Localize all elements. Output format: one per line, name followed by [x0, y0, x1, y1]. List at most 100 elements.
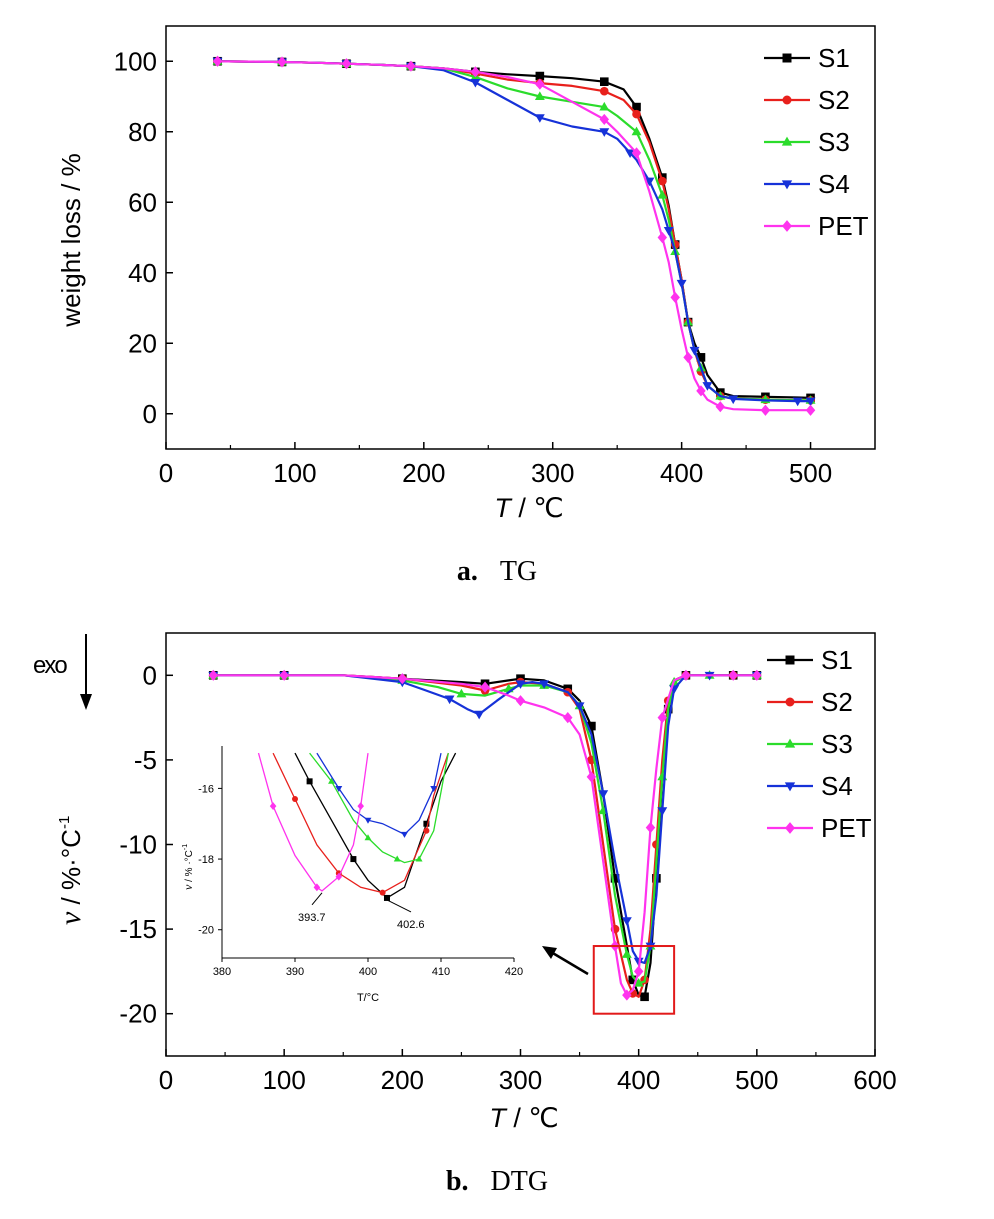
inset-series-group	[257, 752, 457, 901]
tg-point-s4	[805, 397, 816, 407]
tg-series-s3	[212, 56, 816, 404]
dtg-x-tick-label: 100	[262, 1065, 305, 1095]
inset-point-pet	[357, 802, 364, 810]
tg-point-s1	[696, 353, 706, 362]
inset-annotations: 393.7 402.6	[298, 892, 425, 931]
dtg-point-pet	[633, 965, 644, 977]
tg-point-s4	[470, 78, 481, 88]
tg-series-pet	[212, 55, 816, 416]
inset-y-tick-label: -20	[198, 925, 214, 937]
dtg-point-s4	[444, 695, 455, 705]
tg-legend-marker	[782, 95, 792, 105]
dtg-x-tick-label: 500	[735, 1065, 778, 1095]
inset-point-s1	[423, 820, 430, 827]
tg-x-tick-label: 0	[159, 458, 173, 488]
tg-point-s4	[728, 395, 739, 405]
inset-point-s4	[335, 786, 343, 792]
tg-x-tick-label: 300	[531, 458, 574, 488]
tg-point-s4	[702, 382, 713, 391]
tg-series-s4	[212, 57, 816, 407]
dtg-point-pet	[397, 673, 408, 685]
tg-point-pet	[470, 66, 481, 78]
dtg-point-s3	[456, 688, 467, 698]
tg-point-pet	[657, 231, 668, 244]
dtg-legend: S1 S2 S3 S4 PET	[767, 645, 872, 843]
inset-point-pet	[335, 872, 343, 881]
inset-annotation-label: 393.7	[298, 912, 326, 924]
dtg-point-pet	[681, 669, 691, 681]
inset-pointer-arrow	[542, 946, 589, 976]
tg-point-pet	[760, 404, 771, 416]
inset-line-pet	[257, 752, 369, 892]
tg-y-tick-label: 60	[128, 187, 157, 217]
dtg-legend-label: PET	[821, 813, 872, 843]
dtg-point-s1	[628, 975, 638, 985]
tg-plot-frame	[165, 25, 876, 450]
inset-y-tick-label: -16	[198, 783, 214, 795]
tg-y-axis-label: weight loss / %	[56, 153, 86, 327]
dtg-y-tick-label: -10	[119, 830, 157, 860]
dtg-legend-label: S2	[821, 687, 853, 717]
tg-line-s2	[217, 60, 811, 402]
inset-annotation-arrow	[311, 892, 323, 906]
dtg-highlight-box	[592, 945, 676, 1015]
dtg-legend-marker	[785, 822, 795, 834]
inset-point-s4	[364, 817, 372, 824]
dtg-point-pet	[645, 821, 656, 834]
inset-series-s3	[309, 752, 449, 864]
tg-legend-item-s1: S1	[764, 43, 850, 73]
tg-point-s4	[676, 279, 687, 289]
tg-point-pet	[805, 404, 816, 416]
dtg-legend-label: S4	[821, 771, 853, 801]
tg-point-pet	[670, 291, 680, 304]
tg-point-pet	[696, 385, 706, 397]
inset-annotation-label: 402.6	[397, 919, 425, 931]
dtg-line-s4	[213, 674, 757, 964]
inset-annotation-0: 393.7	[298, 892, 326, 924]
tg-legend-marker	[782, 220, 792, 232]
tg-legend-marker	[781, 136, 793, 146]
dtg-x-tick-label: 600	[853, 1065, 896, 1095]
tg-series-s1	[213, 56, 815, 403]
dtg-legend-item-s4: S4	[767, 771, 853, 801]
tg-chart: 0 100 200 300 400 500 0 20 40 60 80 100 S1 S2 S3 S4 PET…	[56, 25, 876, 587]
inset-x-tick-label: 390	[286, 966, 304, 978]
tg-line-s4	[217, 60, 811, 403]
tg-point-pet	[535, 78, 545, 90]
tg-point-pet	[631, 147, 642, 159]
dtg-inset: 380 390 400 410 420 -16 -18 -20 393.7 402.6 T/°C…	[181, 746, 523, 1004]
inset-point-s2	[423, 827, 430, 834]
dtg-series-group	[208, 669, 762, 1002]
inset-line-s2	[272, 752, 449, 894]
inset-annotation-arrow	[386, 899, 412, 913]
dtg-point-pet	[279, 669, 289, 681]
dtg-legend-item-s1: S1	[767, 645, 853, 675]
dtg-point-pet	[208, 669, 218, 681]
tg-point-pet	[599, 113, 610, 126]
tg-series-s2	[213, 56, 815, 405]
dtg-point-pet	[752, 669, 762, 681]
tg-x-axis-label: T / ℃	[494, 493, 563, 523]
tg-point-s1	[599, 77, 609, 86]
inset-x-axis-label: T/°C	[357, 992, 379, 1004]
tg-legend-label: S4	[818, 169, 850, 199]
inset-background	[222, 746, 514, 958]
inset-point-s2	[379, 889, 386, 896]
tg-y-tick-label: 0	[143, 399, 157, 429]
dtg-point-pet	[728, 669, 738, 681]
inset-x-tick-label: 400	[359, 966, 377, 978]
tg-point-pet	[277, 56, 287, 68]
tg-point-s1	[632, 102, 641, 112]
dtg-y-tick-label: -5	[134, 745, 157, 775]
dtg-x-tick-label: 200	[381, 1065, 424, 1095]
tg-legend-item-s2: S2	[764, 85, 850, 115]
dtg-point-s4	[474, 710, 485, 720]
dtg-point-s1	[610, 874, 620, 883]
dtg-point-pet	[657, 712, 668, 724]
dtg-caption: b. DTG	[446, 1166, 548, 1197]
tg-point-s2	[632, 109, 641, 119]
inset-annotation-1: 402.6	[386, 899, 425, 931]
dtg-point-pet	[480, 681, 490, 693]
dtg-point-s1	[640, 992, 649, 1002]
dtg-x-tick-label: 400	[617, 1065, 660, 1095]
